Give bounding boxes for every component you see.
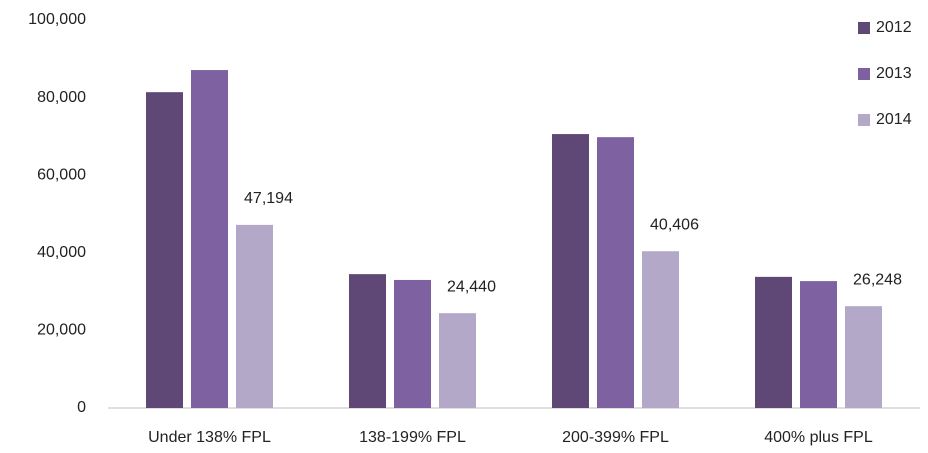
legend-label: 2014 [876, 111, 912, 128]
y-tick-label: 100,000 [28, 11, 86, 28]
legend-label: 2013 [876, 65, 912, 82]
data-label: 47,194 [244, 190, 293, 207]
bar [191, 70, 228, 408]
x-tick-label: 138-199% FPL [359, 429, 466, 446]
bar [394, 279, 431, 408]
bar [755, 276, 792, 408]
y-tick-label: 80,000 [37, 89, 86, 106]
legend-swatch [858, 22, 870, 34]
y-tick-label: 0 [77, 399, 86, 416]
bar [800, 281, 837, 408]
y-tick-label: 20,000 [37, 322, 86, 339]
data-label: 24,440 [447, 278, 496, 295]
bar [845, 306, 882, 408]
legend-swatch [858, 68, 870, 80]
bar [642, 251, 679, 408]
data-label: 26,248 [853, 271, 902, 288]
bar [236, 224, 273, 408]
x-tick-label: Under 138% FPL [148, 429, 271, 446]
y-tick-label: 40,000 [37, 244, 86, 261]
bar [597, 137, 634, 408]
bar [349, 274, 386, 408]
y-tick-label: 60,000 [37, 166, 86, 183]
bar [552, 134, 589, 408]
x-tick-label: 400% plus FPL [764, 429, 873, 446]
x-tick-label: 200-399% FPL [562, 429, 669, 446]
bar [146, 92, 183, 408]
bar [439, 313, 476, 408]
data-label: 40,406 [650, 216, 699, 233]
legend-swatch [858, 114, 870, 126]
legend-label: 2012 [876, 19, 912, 36]
